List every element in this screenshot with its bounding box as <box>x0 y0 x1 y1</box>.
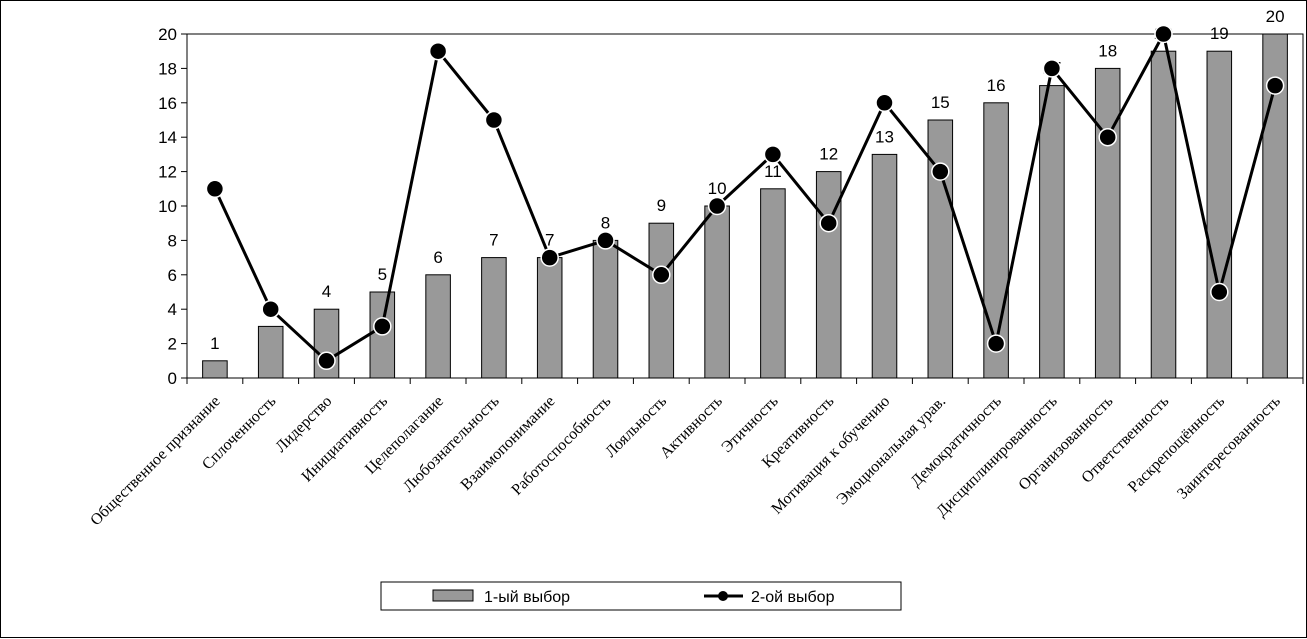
bar <box>481 257 507 379</box>
bar-data-label: 13 <box>875 127 894 146</box>
bar-data-label: 7 <box>545 231 554 250</box>
line-point <box>1210 282 1229 302</box>
y-tick-label: 8 <box>168 231 177 250</box>
category-label: Эмоциональная урав. <box>833 393 949 509</box>
bar <box>425 274 451 379</box>
bar <box>257 325 284 379</box>
legend-label-first-choice: 1-ый выбор <box>484 589 570 606</box>
line-point <box>652 265 671 285</box>
line-point <box>707 196 727 216</box>
bar-data-label: 10 <box>708 179 727 198</box>
line-point <box>875 93 894 113</box>
category-label: Раскрепощённость <box>1125 393 1228 496</box>
line-point <box>205 179 225 199</box>
line-point <box>1154 24 1173 44</box>
bar <box>983 102 1009 379</box>
y-tick-label: 18 <box>158 59 177 78</box>
line-point <box>931 162 950 181</box>
y-tick-label: 4 <box>168 300 177 319</box>
line-point <box>763 145 783 164</box>
category-label: Организованность <box>1015 393 1116 494</box>
bar <box>1094 67 1121 379</box>
y-tick-label: 16 <box>158 94 177 113</box>
bar <box>1039 85 1065 379</box>
y-tick-label: 6 <box>168 266 177 285</box>
bar <box>202 360 228 379</box>
category-label: Любознательность <box>400 393 503 496</box>
bar-data-label: 11 <box>764 162 782 181</box>
line-point <box>317 351 336 371</box>
line-point <box>986 334 1006 353</box>
line-point <box>484 110 504 130</box>
legend-label-second-choice: 2-ой выбор <box>751 589 835 606</box>
y-tick-label: 20 <box>158 25 177 44</box>
bar <box>871 153 898 379</box>
line-point <box>373 317 392 336</box>
category-label: Работоспособность <box>508 393 614 499</box>
line-point <box>428 41 448 61</box>
bar <box>648 222 675 379</box>
bar-data-label: 18 <box>1098 41 1117 60</box>
bar-data-label: 1 <box>210 334 219 353</box>
legend-bar-swatch <box>432 589 474 602</box>
bar <box>536 257 563 379</box>
bar-data-label: 8 <box>601 213 610 232</box>
line-point <box>596 231 615 250</box>
line-point <box>819 213 838 233</box>
y-tick-label: 2 <box>168 335 177 354</box>
bar-data-label: 7 <box>489 231 498 250</box>
line-point <box>1098 127 1117 147</box>
bar-data-label: 12 <box>819 145 838 164</box>
bar <box>760 188 786 379</box>
line-point <box>261 299 280 319</box>
y-tick-label: 12 <box>158 163 177 182</box>
line-series <box>213 32 1277 363</box>
line-point <box>540 248 559 267</box>
y-tick-label: 14 <box>158 128 177 147</box>
line-point <box>1265 76 1285 95</box>
bar-data-label: 16 <box>987 76 1006 95</box>
plot-area: 0246810121416182013456778910111213151617… <box>87 7 1304 529</box>
bar <box>1206 50 1233 379</box>
bar-data-label: 4 <box>322 282 331 301</box>
bar-data-label: 5 <box>378 265 387 284</box>
category-label: Взаимопонимание <box>458 393 559 494</box>
bar <box>815 171 842 379</box>
bar <box>1150 50 1177 379</box>
category-label: Заинтересованность <box>1174 393 1284 503</box>
bar-data-label: 19 <box>1210 24 1229 43</box>
bar-data-label: 6 <box>433 248 442 267</box>
bar-data-label: 9 <box>657 196 666 215</box>
bar <box>704 205 730 379</box>
y-tick-label: 10 <box>158 197 177 216</box>
y-tick-label: 0 <box>168 369 177 388</box>
legend: 1-ый выбор 2-ой выбор <box>380 581 902 611</box>
line-point <box>1042 59 1062 78</box>
bar-data-label: 20 <box>1266 7 1285 26</box>
legend-line-marker <box>718 591 728 601</box>
bar <box>592 239 619 379</box>
bar-data-label: 15 <box>931 93 950 112</box>
